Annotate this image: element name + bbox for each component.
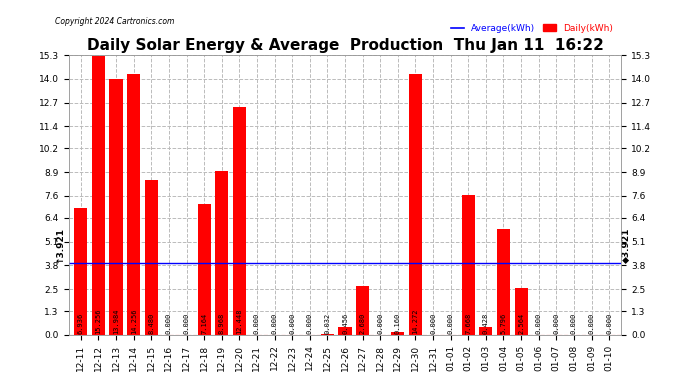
Bar bbox=[497, 229, 510, 335]
Bar bbox=[409, 74, 422, 335]
Text: 0.000: 0.000 bbox=[448, 313, 453, 334]
Title: Daily Solar Energy & Average  Production  Thu Jan 11  16:22: Daily Solar Energy & Average Production … bbox=[86, 38, 604, 52]
Text: 0.000: 0.000 bbox=[535, 313, 542, 334]
Bar bbox=[321, 334, 334, 335]
Text: 0.000: 0.000 bbox=[571, 313, 577, 334]
Text: 5.796: 5.796 bbox=[500, 313, 506, 334]
Legend: Average(kWh), Daily(kWh): Average(kWh), Daily(kWh) bbox=[447, 20, 617, 37]
Text: ◆3.921: ◆3.921 bbox=[622, 228, 631, 263]
Text: 7.164: 7.164 bbox=[201, 313, 207, 334]
Text: 7.668: 7.668 bbox=[465, 313, 471, 334]
Text: 14.272: 14.272 bbox=[413, 309, 418, 334]
Text: 0.428: 0.428 bbox=[483, 313, 489, 334]
Bar bbox=[110, 79, 123, 335]
Bar bbox=[233, 107, 246, 335]
Text: 0.000: 0.000 bbox=[377, 313, 383, 334]
Text: 0.000: 0.000 bbox=[553, 313, 560, 334]
Bar bbox=[145, 180, 158, 335]
Bar bbox=[338, 327, 352, 335]
Text: 13.984: 13.984 bbox=[113, 309, 119, 334]
Text: 8.968: 8.968 bbox=[219, 313, 225, 334]
Text: 8.480: 8.480 bbox=[148, 313, 155, 334]
Text: 0.000: 0.000 bbox=[307, 313, 313, 334]
Text: Copyright 2024 Cartronics.com: Copyright 2024 Cartronics.com bbox=[55, 17, 175, 26]
Bar bbox=[215, 171, 228, 335]
Text: ↑3.921: ↑3.921 bbox=[55, 227, 64, 263]
Text: 0.000: 0.000 bbox=[254, 313, 260, 334]
Text: 14.256: 14.256 bbox=[130, 309, 137, 334]
Bar bbox=[515, 288, 528, 335]
Bar bbox=[127, 74, 140, 335]
Text: 2.680: 2.680 bbox=[359, 313, 366, 334]
Text: 0.000: 0.000 bbox=[606, 313, 612, 334]
Bar bbox=[197, 204, 210, 335]
Bar bbox=[75, 208, 88, 335]
Text: 15.256: 15.256 bbox=[95, 309, 101, 334]
Text: 0.000: 0.000 bbox=[430, 313, 436, 334]
Text: 0.032: 0.032 bbox=[324, 313, 331, 334]
Bar bbox=[391, 332, 404, 335]
Text: 0.000: 0.000 bbox=[589, 313, 595, 334]
Text: 2.564: 2.564 bbox=[518, 313, 524, 334]
Text: 0.000: 0.000 bbox=[166, 313, 172, 334]
Text: 0.000: 0.000 bbox=[272, 313, 277, 334]
Bar bbox=[462, 195, 475, 335]
Bar bbox=[92, 56, 105, 335]
Bar bbox=[480, 327, 493, 335]
Text: 0.000: 0.000 bbox=[184, 313, 190, 334]
Text: 0.000: 0.000 bbox=[289, 313, 295, 334]
Text: 0.160: 0.160 bbox=[395, 313, 401, 334]
Text: 6.936: 6.936 bbox=[78, 313, 84, 334]
Bar bbox=[356, 286, 369, 335]
Text: 12.448: 12.448 bbox=[237, 309, 242, 334]
Text: 0.456: 0.456 bbox=[342, 313, 348, 334]
